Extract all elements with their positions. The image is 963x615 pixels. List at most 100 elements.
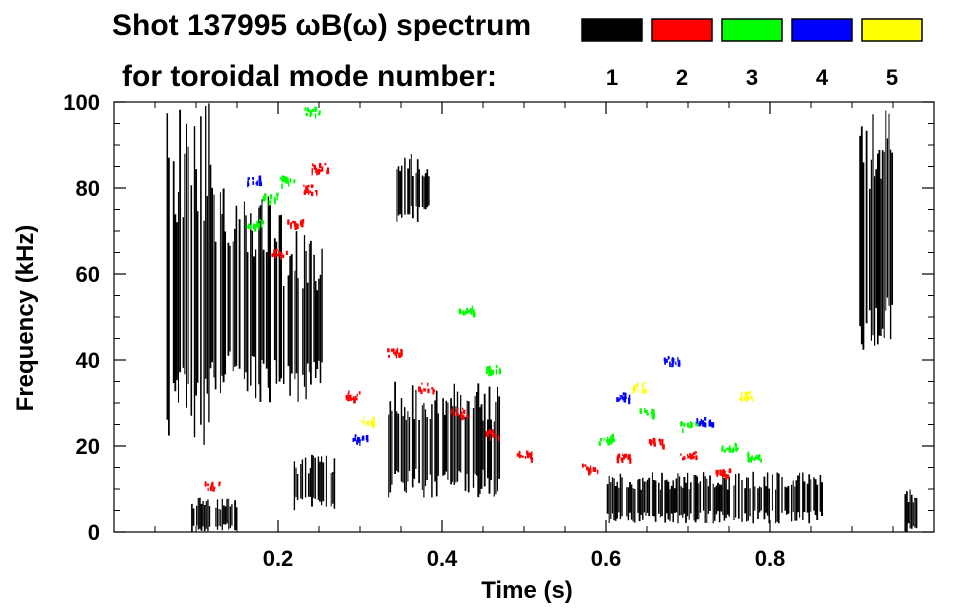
spectral-dot	[518, 450, 521, 456]
spectral-dot	[606, 436, 609, 442]
spectral-dot	[635, 383, 638, 387]
spectral-dot	[486, 367, 489, 371]
spectral-dot	[530, 457, 533, 463]
spectral-dot	[719, 469, 722, 476]
spectral-dot	[326, 170, 329, 175]
spectral-dot	[622, 453, 624, 456]
spectral-dot	[247, 223, 251, 229]
spectral-dot	[290, 223, 292, 230]
spectral-dot	[607, 440, 610, 446]
spectral-dot	[682, 428, 684, 434]
spectral-dot	[471, 305, 474, 311]
spectral-dot	[472, 312, 476, 318]
spectral-dot	[498, 369, 501, 375]
spectral-dot	[317, 168, 321, 175]
spectral-dot	[497, 436, 500, 441]
spectral-dot	[669, 361, 671, 367]
spectral-dot	[695, 455, 698, 461]
spectral-dot	[758, 457, 760, 461]
mode-2-point	[287, 219, 305, 230]
mode-2-point	[516, 450, 533, 463]
spectral-dot	[306, 107, 309, 112]
spectral-dot	[469, 309, 472, 312]
spectral-dot	[275, 248, 278, 251]
spectral-dot	[751, 398, 754, 402]
spectral-dot	[354, 434, 357, 438]
spectral-dot	[309, 190, 312, 194]
spectral-dot	[743, 396, 746, 401]
mode-2-point	[204, 481, 221, 492]
spectral-dot	[206, 483, 209, 486]
spectral-dot	[269, 200, 272, 204]
spectral-dot	[307, 189, 310, 195]
spectral-dot	[311, 163, 314, 167]
mode-3-point	[680, 421, 699, 434]
spectral-dot	[682, 457, 684, 461]
spectral-dot	[309, 112, 312, 118]
spectral-dot	[586, 466, 588, 471]
spectral-dot	[700, 418, 702, 425]
legend-item-mode-4: 4	[791, 18, 853, 90]
spectral-dot	[450, 410, 452, 414]
legend-label: 1	[606, 65, 618, 90]
spectral-dot	[362, 435, 365, 441]
spectral-dot	[427, 382, 429, 387]
spectral-dot	[282, 254, 285, 259]
spectral-dot	[462, 414, 465, 420]
spectral-dot	[711, 422, 715, 428]
spectral-dot	[612, 438, 616, 442]
spectral-dot	[274, 253, 276, 259]
spectral-dot	[704, 416, 707, 421]
spectral-dot	[693, 456, 695, 459]
spectral-dot	[358, 391, 361, 395]
spectral-dot	[302, 219, 305, 224]
mode-2-point	[680, 451, 698, 461]
spectral-dot	[395, 349, 399, 355]
spectral-dot	[748, 390, 751, 395]
y-tick-label: 60	[76, 262, 100, 287]
spectral-dot	[457, 407, 459, 412]
spectral-dot	[247, 177, 250, 180]
spectral-dot	[624, 392, 627, 398]
spectral-dot	[639, 408, 642, 412]
legend-item-mode-5: 5	[861, 18, 923, 90]
spectral-dot	[699, 421, 702, 427]
spectral-dot	[279, 256, 282, 260]
spectral-dot	[658, 438, 661, 442]
spectral-dot	[307, 109, 311, 113]
spectral-dot	[689, 421, 692, 426]
spectral-dot	[616, 397, 619, 402]
spectral-dot	[361, 436, 364, 441]
spectral-dot	[704, 422, 707, 428]
spectral-dot	[726, 447, 729, 451]
spectral-dot	[725, 473, 728, 480]
spectral-dot	[464, 310, 467, 316]
y-tick-label: 20	[76, 434, 100, 459]
spectral-dot	[247, 177, 249, 183]
legend-swatch	[581, 18, 643, 42]
spectral-dot	[489, 368, 492, 375]
spectral-dot	[252, 177, 254, 180]
spectral-dot	[218, 484, 221, 487]
spectral-dot	[662, 444, 665, 450]
spectral-dot	[740, 391, 743, 398]
spectral-dot	[689, 453, 691, 459]
spectral-dot	[276, 253, 279, 257]
spectral-dot	[736, 447, 739, 450]
spectral-dot	[628, 394, 631, 400]
spectral-dot	[587, 468, 590, 473]
spectral-dot	[270, 194, 273, 199]
spectral-dot	[747, 391, 750, 395]
spectral-dot	[701, 420, 704, 424]
spectral-dot	[592, 466, 595, 472]
spectral-dot	[650, 412, 654, 415]
spectral-dot	[258, 223, 261, 228]
spectral-dot	[345, 395, 348, 400]
spectral-dot	[598, 441, 601, 446]
x-tick-label: 0.6	[591, 546, 622, 571]
spectral-dot	[306, 185, 309, 190]
spectral-dot	[356, 397, 358, 401]
series-mode-4	[247, 175, 715, 446]
spectral-dot	[348, 394, 352, 399]
